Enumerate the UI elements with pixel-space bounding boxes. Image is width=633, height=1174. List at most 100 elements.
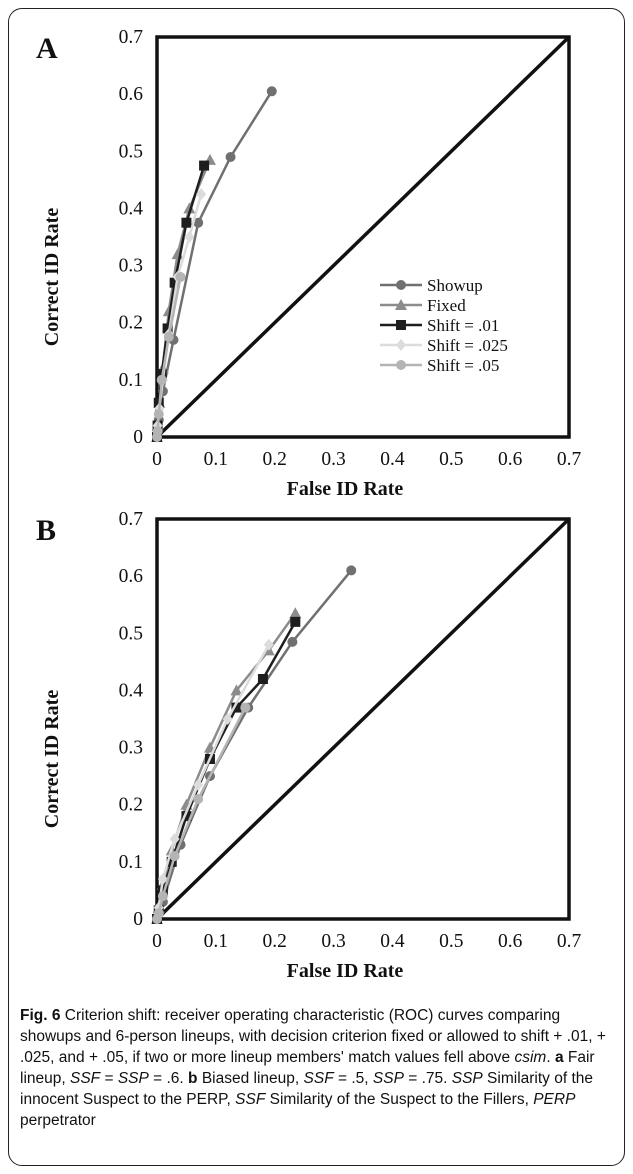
x-tick-label: 0 xyxy=(152,931,162,952)
data-point-shift-05 xyxy=(157,891,168,902)
legend-entry: Shift = .025 xyxy=(427,336,508,355)
series-showup xyxy=(152,565,357,924)
caption-segment: = .6. xyxy=(148,1070,189,1087)
data-point-fixed xyxy=(289,607,302,619)
data-point-shift-05 xyxy=(163,332,174,342)
caption-segment: Criterion shift: receiver operating char… xyxy=(20,1007,606,1066)
data-point-shift-01 xyxy=(290,616,301,627)
caption-segment: a xyxy=(554,1049,564,1066)
y-tick-label: 0.5 xyxy=(119,141,143,162)
data-point-shift-01 xyxy=(162,323,173,334)
legend-entry: Shift = .01 xyxy=(427,316,499,335)
data-point-shift-025 xyxy=(157,873,168,885)
x-tick-label: 0.6 xyxy=(498,931,523,952)
caption-segment: b xyxy=(188,1070,198,1087)
data-point-fixed xyxy=(230,684,243,696)
y-tick-label: 0.1 xyxy=(119,852,143,873)
data-point-shift-01 xyxy=(157,885,168,896)
series-shift-05 xyxy=(152,272,186,442)
caption-segment: = .75. xyxy=(403,1070,452,1087)
y-tick-label: 0.6 xyxy=(119,84,144,105)
data-point-shift-05 xyxy=(152,426,163,437)
data-point-shift-025 xyxy=(222,713,233,725)
caption-segment: Fair lineup, xyxy=(20,1049,595,1087)
data-point-showup xyxy=(225,152,236,162)
chance-line xyxy=(155,35,571,439)
series-line-showup xyxy=(155,90,273,438)
figure-caption: Fig. 6 Criterion shift: receiver operati… xyxy=(20,1005,615,1131)
data-point-showup xyxy=(193,217,204,228)
data-point-shift-01 xyxy=(257,674,268,684)
x-tick-label: 0.2 xyxy=(263,931,287,952)
legend-entry: Shift = .05 xyxy=(427,356,499,375)
data-point-shift-05 xyxy=(153,409,164,420)
x-tick-label: 0.5 xyxy=(439,449,463,470)
caption-segment: . xyxy=(546,1049,555,1066)
y-tick-label: 0.3 xyxy=(119,738,143,759)
y-tick-label: 0.4 xyxy=(119,680,144,701)
data-point-shift-025 xyxy=(169,833,180,845)
series-showup xyxy=(152,86,277,442)
data-point-shift-05 xyxy=(153,908,164,919)
caption-segment: SSP xyxy=(451,1070,483,1087)
caption-segment: SSF xyxy=(235,1091,266,1108)
caption-segment: Biased lineup, xyxy=(197,1070,304,1087)
figure-charts: A 0 0.1 0.2 0.3 0.4 0.5 0.6 0.7 0 0.1 0.2 0.3 0.4 0.5 0… xyxy=(36,27,581,982)
series-line-shift-025 xyxy=(155,644,270,920)
series-shift-05 xyxy=(152,702,251,924)
plot-area-border xyxy=(155,35,571,439)
legend-swatch-marker xyxy=(396,280,406,290)
data-point-shift-01 xyxy=(231,702,242,713)
y-tick-label: 0.4 xyxy=(119,198,144,219)
y-tick-label: 0 xyxy=(133,427,143,448)
data-point-shift-01 xyxy=(199,160,210,171)
caption-segment: PERP xyxy=(533,1091,576,1108)
caption-fig-label: Fig. 6 xyxy=(20,1007,61,1024)
caption-segment: SSP xyxy=(372,1070,404,1087)
chart-panel-b: B 0 0.1 0.2 0.3 0.4 0.5 0.6 0.7 0 0.1 0.2 0.3 0.4 0.5 0… xyxy=(36,509,581,982)
y-tick-label: 0 xyxy=(133,909,143,930)
legend-swatch-marker xyxy=(396,339,406,351)
x-tick-label: 0.2 xyxy=(263,449,287,470)
y-tick-label: 0.7 xyxy=(119,27,144,48)
panel-label: A xyxy=(36,32,58,65)
x-tick-label: 0.4 xyxy=(380,931,405,952)
caption-segment: Similarity of the innocent Suspect to th… xyxy=(20,1070,594,1108)
caption-segment: = .5, xyxy=(333,1070,373,1087)
x-tick-label: 0.1 xyxy=(204,449,228,470)
caption-segment: Similarity of the Suspect to the Fillers… xyxy=(265,1091,534,1108)
y-tick-label: 0.2 xyxy=(119,795,143,816)
legend-entry: Fixed xyxy=(427,296,466,315)
caption-segment: SSP xyxy=(117,1070,149,1087)
legend-entry: Showup xyxy=(427,276,483,295)
data-point-shift-01 xyxy=(181,811,192,822)
data-point-showup xyxy=(346,565,357,576)
y-axis-label: Correct ID Rate xyxy=(41,690,63,829)
data-point-shift-025 xyxy=(184,231,195,243)
x-axis-label: False ID Rate xyxy=(287,960,404,982)
x-tick-label: 0.3 xyxy=(321,449,345,470)
figure-frame xyxy=(8,8,625,1166)
data-point-shift-025 xyxy=(193,778,204,791)
x-axis-label: False ID Rate xyxy=(287,478,404,500)
series-fixed xyxy=(151,607,302,924)
x-tick-label: 0 xyxy=(152,449,162,470)
caption-segment: = xyxy=(100,1070,118,1087)
x-tick-label: 0.7 xyxy=(557,449,582,470)
chance-line xyxy=(155,517,571,921)
x-tick-label: 0.7 xyxy=(557,931,582,952)
series-line-shift-05 xyxy=(155,706,247,920)
caption-segment: SSF xyxy=(69,1070,101,1087)
data-point-shift-05 xyxy=(193,794,204,804)
data-point-shift-01 xyxy=(181,217,192,228)
chart-panel-a: A 0 0.1 0.2 0.3 0.4 0.5 0.6 0.7 0 0.1 0.2 0.3 0.4 0.5 0… xyxy=(36,27,581,500)
data-point-showup xyxy=(287,636,298,647)
data-point-showup xyxy=(266,86,277,97)
x-tick-label: 0.6 xyxy=(498,449,523,470)
x-tick-label: 0.5 xyxy=(439,931,463,952)
caption-segment: csim xyxy=(514,1049,547,1066)
caption-segment: perpetrator xyxy=(20,1112,96,1129)
data-point-shift-01 xyxy=(169,277,180,288)
data-point-shift-05 xyxy=(156,374,167,385)
